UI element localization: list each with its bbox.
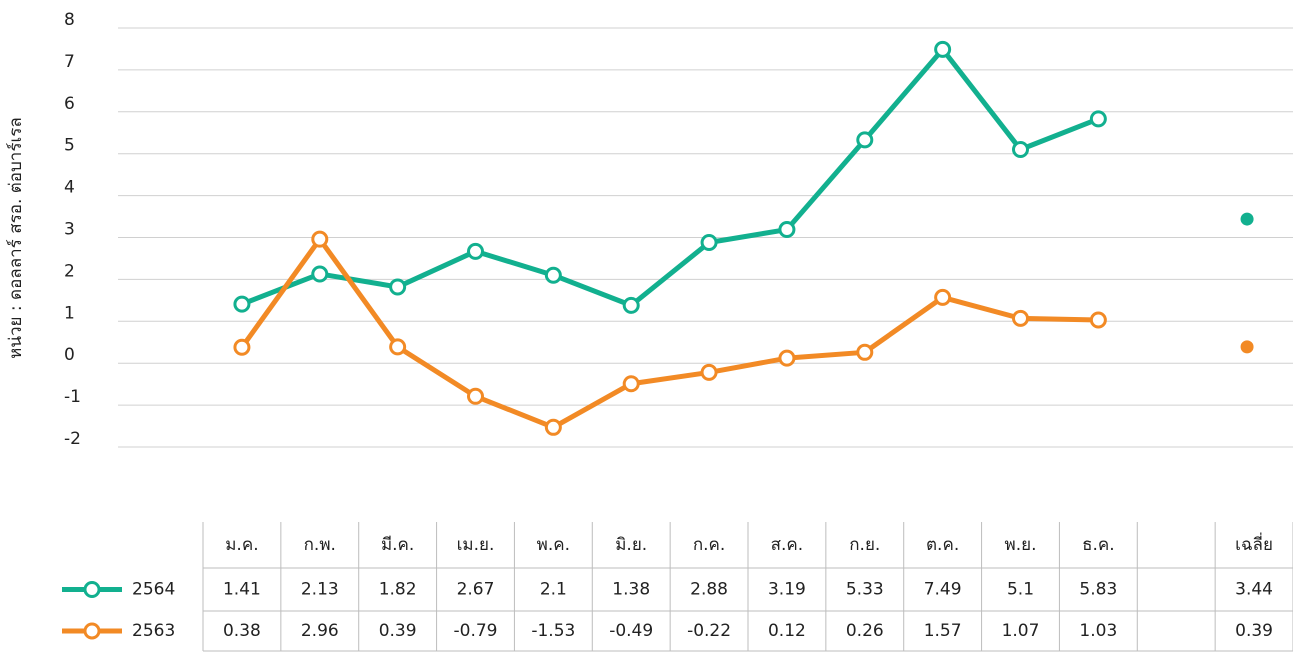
point-marker xyxy=(778,349,796,367)
point-marker xyxy=(311,265,329,283)
table-value: 5.33 xyxy=(846,580,884,600)
table-header: ส.ค. xyxy=(771,535,804,555)
table-value: -0.49 xyxy=(609,621,653,641)
table-value: 1.07 xyxy=(1002,621,1040,641)
table-value: 1.38 xyxy=(612,580,650,600)
y-tick-label: 6 xyxy=(64,94,75,114)
y-tick-label: 3 xyxy=(64,220,75,240)
table-value: 0.39 xyxy=(1235,621,1273,641)
point-marker xyxy=(1012,309,1029,327)
table-value: 5.1 xyxy=(1007,580,1034,600)
average-dot xyxy=(1240,340,1254,354)
average-dot xyxy=(1240,212,1254,226)
series-line xyxy=(239,236,1099,430)
table-value: 3.19 xyxy=(768,580,806,600)
table-value: 2.1 xyxy=(540,580,567,600)
point-marker xyxy=(467,387,484,405)
y-axis-label: หน่วย : ดอลลาร์ สรอ. ต่อบาร์เรล xyxy=(6,117,26,359)
point-marker xyxy=(544,418,562,436)
table-header: เฉลี่ย xyxy=(1235,532,1273,555)
table-value: 1.82 xyxy=(379,580,417,600)
table-value: 2.96 xyxy=(301,621,339,641)
point-marker xyxy=(1012,141,1029,159)
table-value: 2.67 xyxy=(457,580,495,600)
table-value: -0.79 xyxy=(454,621,498,641)
table-value: 5.83 xyxy=(1079,580,1117,600)
point-marker xyxy=(233,338,251,356)
table-value: 7.49 xyxy=(924,580,962,600)
series-line xyxy=(241,46,1100,308)
table-header: พ.ค. xyxy=(537,535,570,555)
point-marker xyxy=(389,278,407,296)
point-marker xyxy=(700,363,718,381)
point-marker xyxy=(1089,110,1107,128)
table-header: ต.ค. xyxy=(926,535,959,555)
table-value: 0.26 xyxy=(846,621,884,641)
table-header: มิ.ย. xyxy=(615,535,647,555)
y-tick-label: 8 xyxy=(64,10,75,30)
point-marker xyxy=(934,288,952,306)
table-value: 2.13 xyxy=(301,580,339,600)
point-marker xyxy=(1089,311,1107,329)
point-marker xyxy=(700,234,718,252)
table-header: ก.ย. xyxy=(849,535,880,555)
point-marker xyxy=(622,375,640,393)
point-marker xyxy=(544,266,562,284)
table-header: มี.ค. xyxy=(381,535,414,555)
table-header: พ.ย. xyxy=(1005,535,1037,555)
legend-label: 2563 xyxy=(132,621,175,641)
point-marker xyxy=(233,295,251,313)
table-header: ธ.ค. xyxy=(1082,535,1115,555)
table-value: 0.12 xyxy=(768,621,806,641)
table-value: 1.41 xyxy=(223,580,261,600)
table-header: ก.ค. xyxy=(693,535,725,555)
table-value: -1.53 xyxy=(531,621,575,641)
table-value: 1.03 xyxy=(1079,621,1117,641)
point-marker xyxy=(311,230,329,248)
point-marker xyxy=(856,131,874,149)
legend-marker xyxy=(83,581,101,598)
point-marker xyxy=(778,221,796,239)
legend-marker xyxy=(83,622,101,640)
table-value: 0.39 xyxy=(379,621,417,641)
y-tick-label: 0 xyxy=(64,345,75,365)
table-header: ม.ค. xyxy=(225,535,258,555)
table-value: 2.88 xyxy=(690,580,728,600)
legend-label: 2564 xyxy=(132,580,175,600)
table-header: ก.พ. xyxy=(304,535,336,555)
table-value: 3.44 xyxy=(1235,580,1273,600)
table-value: 1.57 xyxy=(924,621,962,641)
point-marker xyxy=(622,296,640,314)
y-tick-label: 7 xyxy=(64,52,75,72)
y-tick-label: 5 xyxy=(64,136,75,156)
point-marker xyxy=(467,242,484,260)
point-marker xyxy=(856,343,874,361)
y-tick-label: -2 xyxy=(64,429,81,449)
y-tick-label: 1 xyxy=(64,303,75,323)
table-header: เม.ย. xyxy=(457,535,495,555)
y-tick-label: -1 xyxy=(64,387,81,407)
point-marker xyxy=(934,40,952,58)
y-tick-label: 2 xyxy=(64,261,75,281)
y-tick-label: 4 xyxy=(64,178,75,198)
table-value: 0.38 xyxy=(223,621,261,641)
table-value: -0.22 xyxy=(687,621,731,641)
point-marker xyxy=(389,338,407,356)
